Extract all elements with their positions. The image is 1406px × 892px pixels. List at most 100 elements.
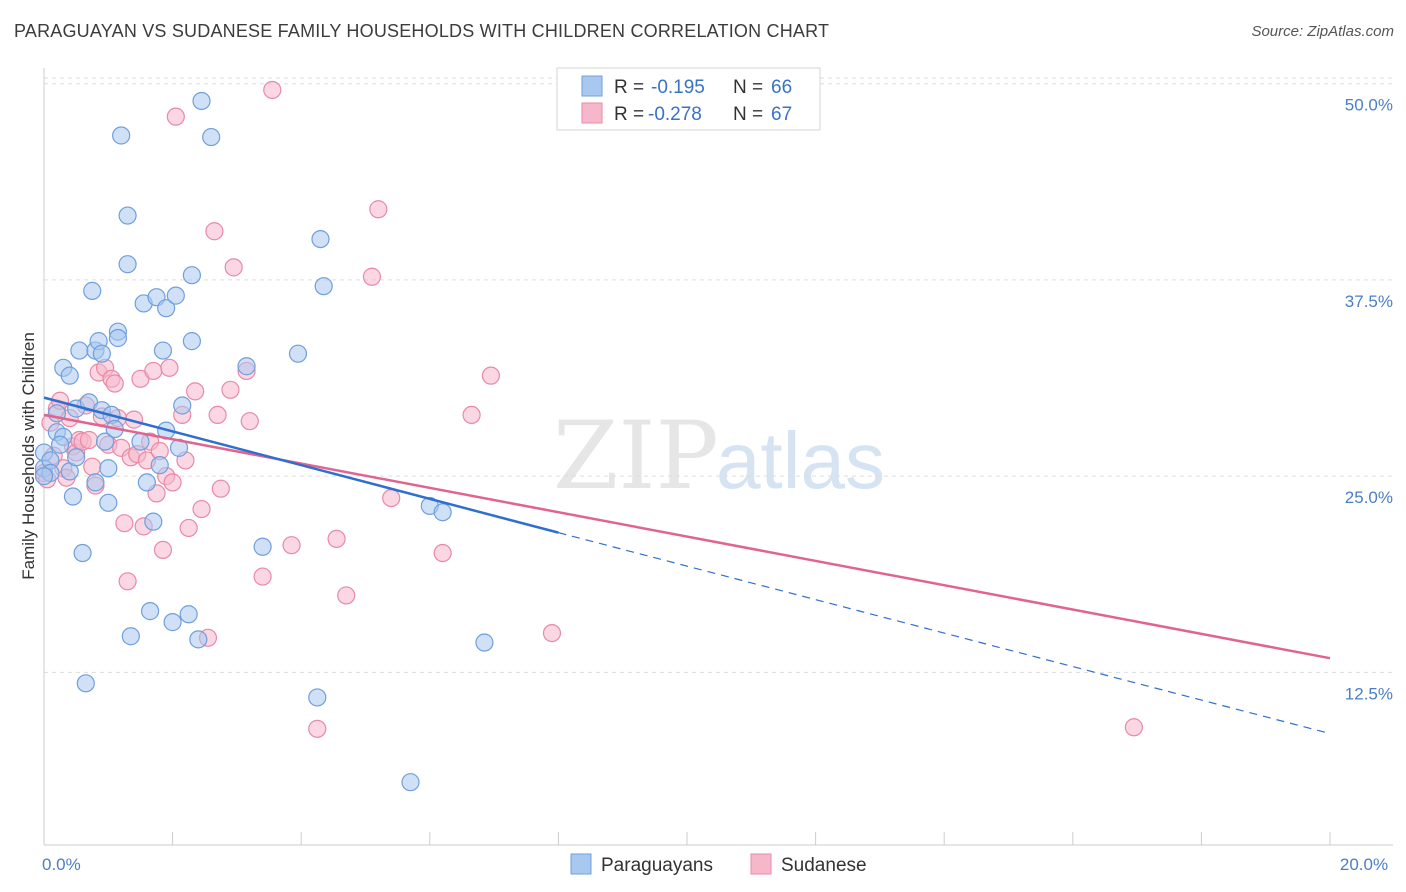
paraguayan-point-17 [83, 281, 102, 300]
paraguayan-point-55 [253, 537, 272, 556]
legend-r-label-2: R = [614, 104, 644, 125]
sudanese-point-40 [163, 473, 182, 492]
trend-lines [43, 396, 1331, 735]
paraguayan-point-14 [73, 543, 92, 563]
sudanese-point-41 [166, 107, 185, 126]
legend-r-label-1: R = [614, 77, 644, 98]
legend-swatch-paraguayans [581, 75, 603, 97]
paraguayan-points [34, 91, 494, 792]
paraguayan-point-37 [140, 602, 160, 621]
sudanese-point-46 [192, 499, 211, 519]
bottom-legend-label-sudanese: Sudanese [781, 855, 867, 876]
paraguayan-point-42 [157, 299, 176, 318]
paraguayan-point-31 [118, 255, 137, 274]
paraguayan-point-38 [144, 512, 163, 531]
series-legend: Paraguayans Sudanese [570, 853, 867, 876]
sudanese-point-39 [160, 358, 179, 377]
paraguayan-point-10 [63, 487, 83, 506]
y-tick-label-2: 37.5% [1345, 292, 1393, 311]
sudanese-point-58 [308, 719, 327, 738]
paraguayan-trend-line [43, 396, 559, 534]
sudanese-point-63 [382, 488, 401, 508]
paraguayan-point-15 [76, 674, 95, 693]
y-tick-labels: 12.5% 25.0% 37.5% 50.0% [1345, 96, 1393, 704]
paraguayan-point-25 [99, 493, 118, 512]
sudanese-point-57 [263, 80, 282, 100]
sudanese-point-45 [186, 382, 205, 401]
legend-n-label-2: N = [733, 104, 763, 125]
source-credit: Source: ZipAtlas.com [1251, 23, 1394, 40]
x-tick-label-0: 0.0% [42, 855, 81, 874]
paraguayan-point-21 [92, 344, 111, 363]
paraguayan-point-62 [433, 503, 452, 522]
paraguayan-trend-extension [558, 532, 1331, 735]
legend-n-value-paraguayans: 66 [771, 77, 792, 98]
paraguayan-point-54 [237, 357, 256, 376]
paraguayan-point-45 [166, 286, 185, 305]
paraguayan-point-12 [67, 448, 86, 467]
paraguayan-point-50 [182, 266, 201, 285]
sudanese-point-15 [83, 457, 102, 476]
sudanese-point-51 [221, 380, 240, 399]
sudanese-point-66 [481, 366, 500, 385]
sudanese-trend-line [43, 413, 1331, 660]
sudanese-point-25 [115, 514, 134, 533]
paraguayan-point-34 [131, 432, 150, 451]
bottom-legend-swatch-paraguayans [570, 853, 592, 875]
bottom-legend-label-paraguayans: Paraguayans [601, 855, 713, 876]
y-tick-label-0: 12.5% [1345, 684, 1393, 703]
paraguayan-point-49 [182, 332, 201, 351]
paraguayan-point-29 [108, 328, 128, 348]
paraguayan-point-44 [163, 613, 182, 632]
paraguayan-point-52 [192, 91, 211, 111]
y-tick-label-1: 25.0% [1345, 488, 1393, 507]
legend-r-value-paraguayans: -0.195 [651, 77, 705, 98]
sudanese-point-67 [542, 623, 562, 643]
paraguayan-point-8 [60, 366, 79, 385]
sudanese-point-49 [208, 405, 227, 425]
x-tick-label-1: 20.0% [1340, 855, 1388, 874]
sudanese-point-14 [79, 430, 99, 450]
bottom-legend-swatch-sudanese [750, 853, 772, 875]
sudanese-point-37 [153, 540, 173, 559]
paraguayan-point-40 [150, 456, 169, 475]
x-tick-labels: 0.0% 20.0% [42, 832, 1388, 874]
sudanese-point-52 [224, 258, 243, 277]
legend-n-label-1: N = [733, 77, 763, 98]
paraguayan-point-57 [308, 688, 327, 707]
paraguayan-point-13 [70, 341, 89, 360]
chart-title: PARAGUAYAN VS SUDANESE FAMILY HOUSEHOLDS… [14, 21, 830, 41]
sudanese-point-48 [205, 222, 224, 241]
sudanese-point-55 [253, 567, 272, 586]
paraguayan-point-59 [314, 277, 333, 296]
paraguayan-point-51 [189, 630, 208, 649]
watermark-atlas: atlas [716, 416, 885, 505]
stats-legend: R = -0.195 N = 66 R = -0.278 N = 67 [556, 67, 821, 131]
sudanese-point-59 [327, 529, 346, 549]
sudanese-point-68 [1124, 718, 1143, 737]
paraguayan-point-47 [173, 396, 192, 415]
paraguayan-point-24 [99, 459, 118, 478]
sudanese-point-54 [240, 412, 259, 431]
paraguayan-point-53 [202, 127, 221, 147]
sudanese-point-62 [369, 200, 388, 219]
legend-n-value-sudanese: 67 [771, 104, 792, 125]
paraguayan-point-18 [86, 473, 105, 492]
sudanese-point-56 [282, 536, 301, 555]
y-tick-label-3: 50.0% [1345, 96, 1393, 115]
paraguayan-point-30 [112, 126, 131, 145]
paraguayan-point-65 [50, 435, 70, 454]
sudanese-point-64 [433, 543, 452, 563]
sudanese-point-60 [337, 586, 356, 605]
paraguayan-point-56 [288, 344, 308, 363]
paraguayan-point-41 [153, 341, 173, 360]
paraguayan-point-33 [121, 627, 140, 646]
sudanese-point-22 [105, 374, 124, 393]
legend-r-value-sudanese: -0.278 [648, 104, 702, 125]
paraguayan-point-23 [95, 432, 115, 451]
paraguayan-point-64 [34, 467, 54, 486]
sudanese-point-61 [362, 267, 382, 286]
sudanese-point-65 [462, 405, 481, 425]
sudanese-point-34 [144, 361, 163, 381]
